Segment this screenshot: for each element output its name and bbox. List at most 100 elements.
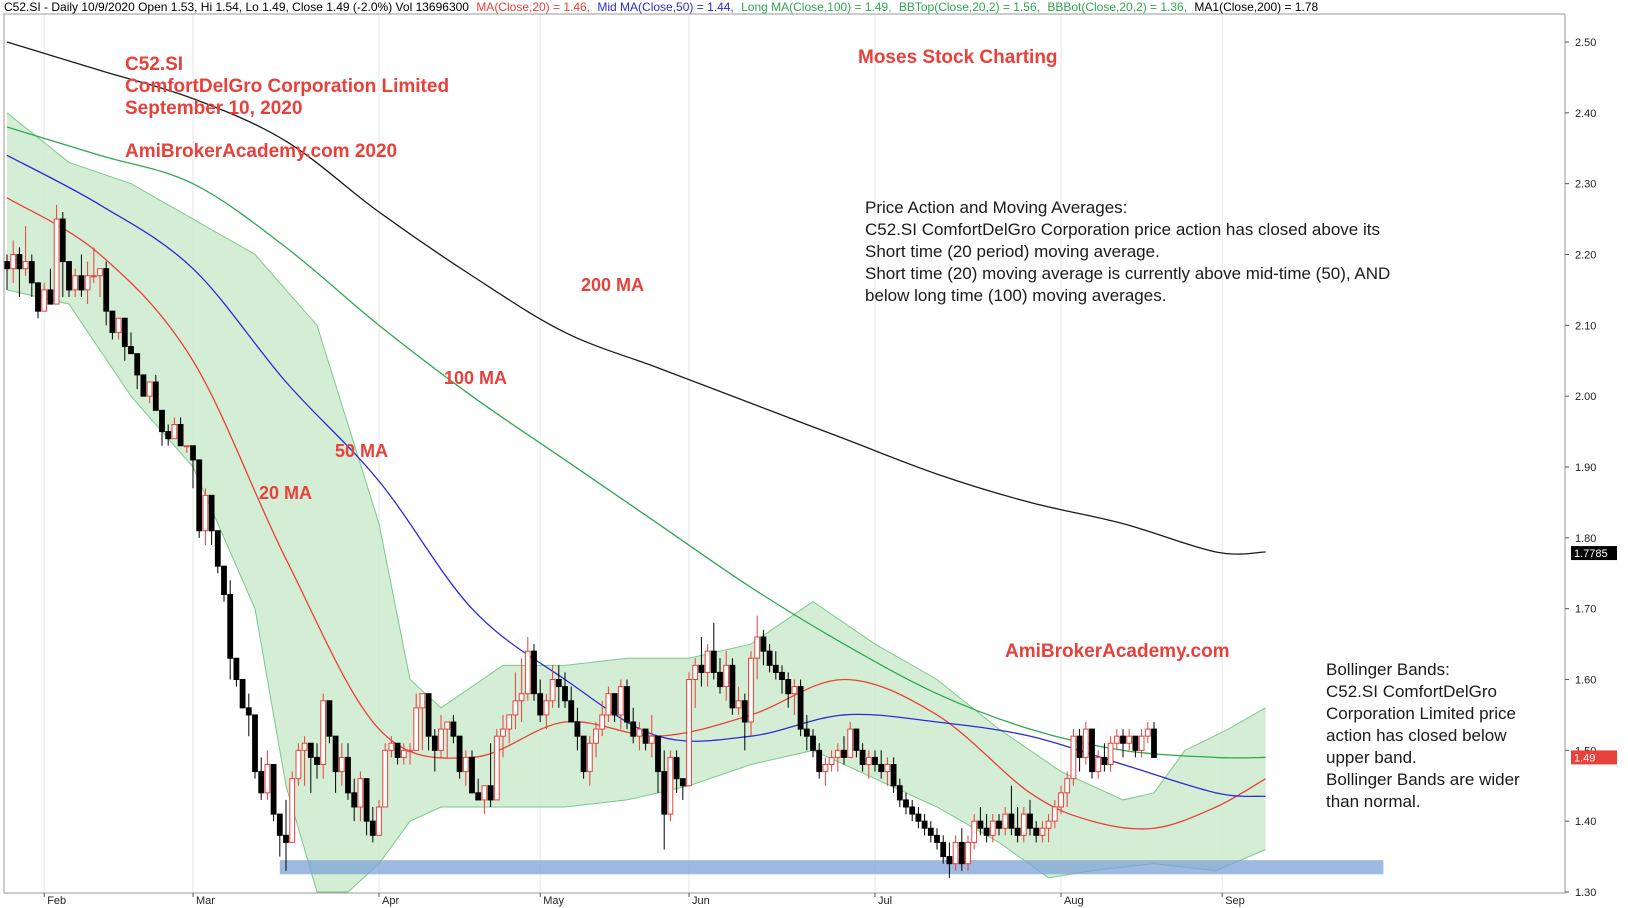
candle-body <box>146 381 153 397</box>
candle-body <box>1008 813 1015 829</box>
candle-body <box>1033 827 1040 836</box>
candle-body <box>59 218 66 263</box>
y-tick-label: 2.00 <box>1575 391 1596 403</box>
header-ma100: Long MA(Close,100) = 1.49, <box>741 0 892 14</box>
candle-body <box>140 374 147 397</box>
candle-body <box>208 494 215 532</box>
candle-body <box>109 310 116 333</box>
candle-body <box>797 686 804 730</box>
candle-body <box>717 671 723 688</box>
candle-body <box>16 254 23 270</box>
candle-body <box>816 749 823 773</box>
candle-body <box>295 749 302 780</box>
candle-body <box>301 742 308 751</box>
candle-body <box>574 721 581 737</box>
candle-body <box>915 813 922 822</box>
candle-body <box>1014 827 1021 836</box>
candle-body <box>859 749 866 765</box>
candle-body <box>400 749 407 758</box>
candle-body <box>611 693 618 716</box>
candle-body <box>1082 728 1089 758</box>
candle-body <box>934 834 940 843</box>
bollinger-bands <box>6 112 1266 893</box>
candle-body <box>1064 778 1071 794</box>
note-line: Bollinger Bands: <box>1326 660 1450 679</box>
note-line: than normal. <box>1326 792 1421 811</box>
candle-body <box>946 856 953 865</box>
candle-body <box>314 756 320 766</box>
candle-body <box>190 445 196 461</box>
y-tick-label: 1.40 <box>1575 816 1596 828</box>
candle-body <box>1076 735 1083 758</box>
support-zone-rect <box>279 860 1384 875</box>
y-tick-label: 2.30 <box>1575 179 1596 191</box>
candle-body <box>1151 728 1157 758</box>
y-tick-label: 2.20 <box>1575 250 1596 262</box>
gridlines <box>43 14 1223 893</box>
candle-body <box>810 735 816 751</box>
line-ma100 <box>6 126 1266 759</box>
candle-body <box>865 756 872 766</box>
candle-body <box>4 261 10 270</box>
candle-body <box>450 721 457 737</box>
candle-body <box>822 764 829 773</box>
candle-body <box>803 728 810 737</box>
candle-body <box>958 841 965 865</box>
candle-body <box>555 679 562 688</box>
candle-body <box>661 771 668 815</box>
candle-body <box>425 693 432 737</box>
candle-body <box>989 820 996 836</box>
candle-body <box>320 700 327 765</box>
candle-body <box>407 749 413 752</box>
price-badge-label: 1.49 <box>1574 752 1595 764</box>
candle-body <box>853 728 860 751</box>
candle-body <box>78 275 85 291</box>
price-badge <box>1571 750 1617 765</box>
candle-body <box>419 693 426 709</box>
candle-body <box>487 785 494 801</box>
candle-body <box>196 459 203 532</box>
candle-body <box>227 594 234 659</box>
candle-body <box>388 742 395 751</box>
candle-body <box>438 728 444 751</box>
candle-body <box>642 728 649 744</box>
note-line: below long time (100) moving averages. <box>865 286 1167 305</box>
candle-body <box>940 841 947 858</box>
candle-body <box>686 679 692 787</box>
candle-body <box>493 735 500 801</box>
candle-body <box>748 657 754 723</box>
candle-body <box>214 530 221 567</box>
candle-body <box>903 799 909 808</box>
candle-body <box>41 289 48 312</box>
candle-body <box>531 650 537 695</box>
site-year-title: AmiBrokerAcademy.com 2020 <box>125 141 398 162</box>
y-tick-label: 1.30 <box>1575 887 1596 899</box>
candle-body <box>500 728 506 737</box>
candle-body <box>630 721 637 737</box>
candle-body <box>543 700 550 716</box>
candle-body <box>1120 735 1126 744</box>
candle-body <box>431 735 438 751</box>
candle-body <box>1132 735 1139 751</box>
candle-body <box>909 806 916 815</box>
candle-body <box>115 317 122 333</box>
candle-body <box>1107 742 1114 765</box>
x-tick-label: Jul <box>878 895 892 907</box>
candle-body <box>655 735 661 773</box>
candle-body <box>270 764 277 815</box>
date-title: September 10, 2020 <box>125 98 303 119</box>
x-tick-label: Mar <box>196 895 215 907</box>
header-ohlc: C52.SI - Daily 10/9/2020 Open 1.53, Hi 1… <box>4 0 469 14</box>
candle-body <box>636 728 643 737</box>
x-tick-label: Jun <box>692 895 710 907</box>
candle-body <box>183 445 190 448</box>
candle-body <box>710 650 717 673</box>
y-tick-label: 2.10 <box>1575 320 1596 332</box>
candle-body <box>351 792 358 808</box>
candle-body <box>896 785 903 801</box>
candle-body <box>159 409 165 433</box>
note-line: Corporation Limited price <box>1326 704 1516 723</box>
price-action-note: Price Action and Moving Averages: C52.SI… <box>865 197 1390 307</box>
plot-frame <box>3 13 1566 894</box>
candle-body <box>785 679 792 695</box>
